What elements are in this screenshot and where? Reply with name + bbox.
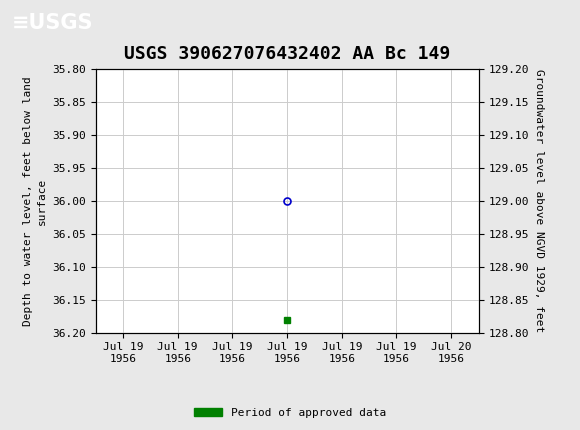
Title: USGS 390627076432402 AA Bc 149: USGS 390627076432402 AA Bc 149 bbox=[124, 45, 450, 63]
Y-axis label: Groundwater level above NGVD 1929, feet: Groundwater level above NGVD 1929, feet bbox=[534, 69, 544, 333]
Y-axis label: Depth to water level, feet below land
surface: Depth to water level, feet below land su… bbox=[23, 76, 46, 326]
Legend: Period of approved data: Period of approved data bbox=[190, 403, 390, 422]
Text: ≡USGS: ≡USGS bbox=[12, 12, 93, 33]
